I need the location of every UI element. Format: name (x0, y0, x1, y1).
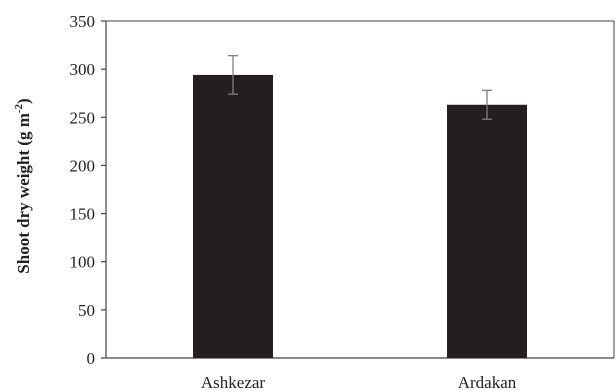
bar-ashkezar (193, 74, 273, 359)
y-tick-label: 0 (87, 349, 96, 368)
y-axis-title: Shoot dry weight (g m-2) (13, 98, 33, 273)
y-tick-label: 50 (78, 301, 95, 320)
y-tick-label: 300 (70, 60, 96, 79)
plot-frame (105, 20, 615, 359)
x-axis-labels: Ashkezar Ardakan (201, 373, 517, 391)
x-tick-label: Ardakan (458, 373, 517, 391)
bar-ardakan (447, 104, 527, 358)
y-axis-ticks: 0 50 100 150 200 250 300 350 (70, 12, 106, 368)
y-tick-label: 350 (70, 12, 96, 31)
y-tick-label: 250 (70, 108, 96, 127)
x-tick-label: Ashkezar (201, 373, 266, 391)
y-tick-label: 200 (70, 156, 96, 175)
bars (193, 55, 527, 359)
y-tick-label: 150 (70, 205, 96, 224)
y-tick-label: 100 (70, 253, 96, 272)
